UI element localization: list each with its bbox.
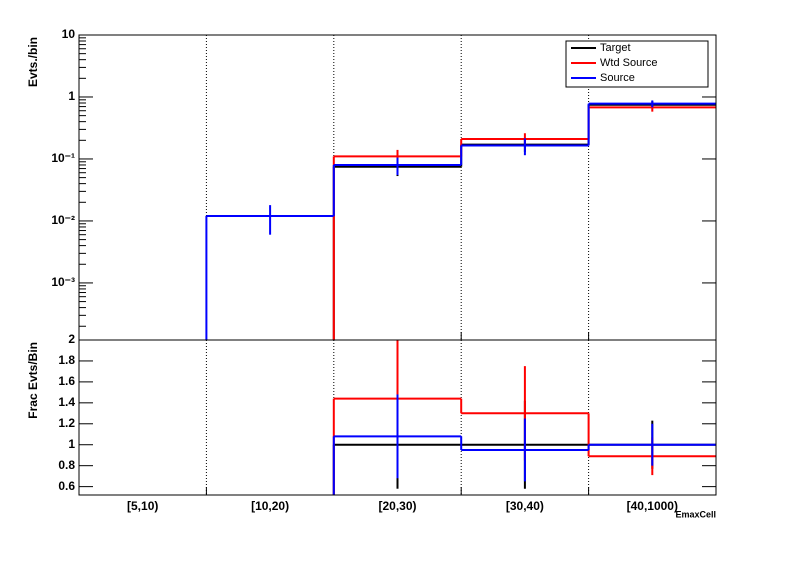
- x-axis-title: EmaxCell: [675, 509, 716, 519]
- x-tick-label: [5,10): [127, 499, 158, 513]
- y-tick-label: 2: [68, 332, 75, 346]
- y-tick-label: 0.6: [58, 479, 75, 493]
- y-tick-label: 10: [62, 27, 76, 41]
- y-axis-title: Evts./bin: [26, 37, 40, 87]
- y-tick-label: 1.8: [58, 353, 75, 367]
- y-tick-label: 1: [68, 89, 75, 103]
- x-tick-label: [40,1000): [627, 499, 678, 513]
- y-tick-label: 10⁻¹: [51, 151, 75, 165]
- y-axis-title: Frac Evts/Bin: [26, 342, 40, 419]
- y-tick-label: 1.4: [58, 395, 75, 409]
- y-tick-label: 0.8: [58, 458, 75, 472]
- y-tick-label: 1.2: [58, 416, 75, 430]
- plot-area: [205, 100, 716, 340]
- y-tick-label: 10⁻²: [51, 213, 75, 227]
- frame: [78, 339, 717, 496]
- x-tick-label: [10,20): [251, 499, 289, 513]
- y-tick-label: 1: [68, 437, 75, 451]
- legend-label: Wtd Source: [600, 57, 657, 69]
- y-tick-label: 1.6: [58, 374, 75, 388]
- x-tick-label: [20,30): [378, 499, 416, 513]
- legend-label: Target: [600, 42, 631, 54]
- legend-label: Source: [600, 72, 635, 84]
- y-tick-label: 10⁻³: [51, 275, 75, 289]
- x-tick-label: [30,40): [506, 499, 544, 513]
- plot-area: [332, 340, 716, 495]
